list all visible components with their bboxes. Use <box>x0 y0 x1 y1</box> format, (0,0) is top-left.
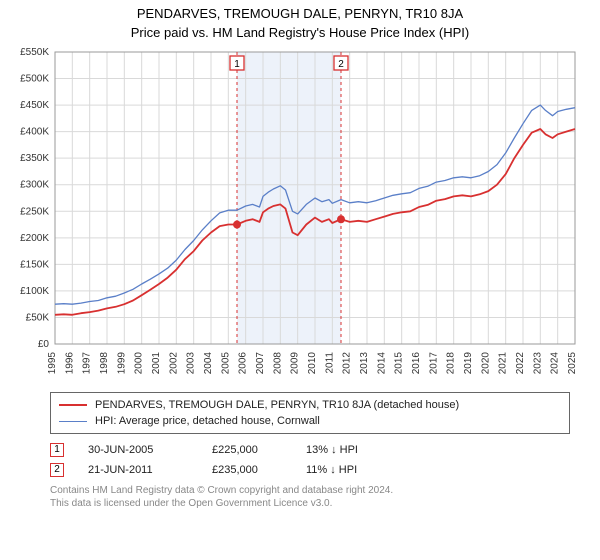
legend-item: PENDARVES, TREMOUGH DALE, PENRYN, TR10 8… <box>59 397 561 413</box>
svg-text:2022: 2022 <box>515 352 526 375</box>
legend-label: HPI: Average price, detached house, Corn… <box>95 415 320 427</box>
svg-text:2005: 2005 <box>220 352 231 375</box>
svg-text:£550K: £550K <box>20 47 49 58</box>
svg-text:2013: 2013 <box>359 352 370 375</box>
svg-text:£350K: £350K <box>20 153 49 164</box>
svg-text:2000: 2000 <box>134 352 145 375</box>
transaction-date: 30-JUN-2005 <box>88 444 188 456</box>
svg-text:£400K: £400K <box>20 127 49 138</box>
legend: PENDARVES, TREMOUGH DALE, PENRYN, TR10 8… <box>50 392 570 434</box>
svg-text:1999: 1999 <box>116 352 127 375</box>
svg-text:1995: 1995 <box>47 352 58 375</box>
svg-text:1997: 1997 <box>82 352 93 375</box>
svg-text:2024: 2024 <box>550 352 561 375</box>
svg-text:£300K: £300K <box>20 180 49 191</box>
svg-text:2009: 2009 <box>290 352 301 375</box>
credits: Contains HM Land Registry data © Crown c… <box>50 484 570 510</box>
transaction-price: £225,000 <box>212 444 282 456</box>
svg-text:1: 1 <box>234 59 240 70</box>
svg-text:£0: £0 <box>38 339 50 350</box>
svg-text:2014: 2014 <box>376 352 387 375</box>
transaction-diff: 11% ↓ HPI <box>306 464 386 476</box>
svg-text:1996: 1996 <box>64 352 75 375</box>
legend-item: HPI: Average price, detached house, Corn… <box>59 413 561 429</box>
svg-text:2017: 2017 <box>428 352 439 375</box>
chart-subtitle: Price paid vs. HM Land Registry's House … <box>0 21 600 46</box>
svg-text:2019: 2019 <box>463 352 474 375</box>
svg-text:2001: 2001 <box>151 352 162 375</box>
svg-text:£200K: £200K <box>20 233 49 244</box>
svg-text:£150K: £150K <box>20 259 49 270</box>
svg-text:2020: 2020 <box>480 352 491 375</box>
chart-svg: £0 £50K £100K £150K £200K £250K £300K £350K £400… <box>5 46 595 386</box>
svg-text:2015: 2015 <box>394 352 405 375</box>
transaction-marker-box: 2 <box>50 463 64 477</box>
legend-label: PENDARVES, TREMOUGH DALE, PENRYN, TR10 8… <box>95 399 459 411</box>
chart-title: PENDARVES, TREMOUGH DALE, PENRYN, TR10 8… <box>0 0 600 21</box>
transaction-price: £235,000 <box>212 464 282 476</box>
svg-text:2012: 2012 <box>342 352 353 375</box>
svg-text:2011: 2011 <box>324 352 335 374</box>
chart-container: PENDARVES, TREMOUGH DALE, PENRYN, TR10 8… <box>0 0 600 510</box>
transaction-row: 1 30-JUN-2005 £225,000 13% ↓ HPI <box>50 440 570 460</box>
transaction-row: 2 21-JUN-2011 £235,000 11% ↓ HPI <box>50 460 570 480</box>
svg-text:£450K: £450K <box>20 100 49 111</box>
legend-swatch <box>59 421 87 422</box>
svg-text:2004: 2004 <box>203 352 214 375</box>
svg-text:2007: 2007 <box>255 352 266 375</box>
svg-text:2021: 2021 <box>498 352 509 375</box>
credits-line-1: Contains HM Land Registry data © Crown c… <box>50 484 570 497</box>
svg-text:2003: 2003 <box>186 352 197 375</box>
transactions-table: 1 30-JUN-2005 £225,000 13% ↓ HPI 2 21-JUN-201… <box>50 440 570 480</box>
svg-text:2023: 2023 <box>532 352 543 375</box>
credits-line-2: This data is licensed under the Open Gov… <box>50 497 570 510</box>
svg-text:2008: 2008 <box>272 352 283 375</box>
svg-text:2: 2 <box>338 59 344 70</box>
svg-text:2025: 2025 <box>567 352 578 375</box>
svg-text:£500K: £500K <box>20 74 49 85</box>
legend-swatch <box>59 404 87 406</box>
transaction-date: 21-JUN-2011 <box>88 464 188 476</box>
transaction-marker-box: 1 <box>50 443 64 457</box>
svg-text:2018: 2018 <box>446 352 457 375</box>
svg-text:2006: 2006 <box>238 352 249 375</box>
svg-text:£250K: £250K <box>20 206 49 217</box>
svg-text:£50K: £50K <box>26 312 50 323</box>
transaction-diff: 13% ↓ HPI <box>306 444 386 456</box>
svg-text:2016: 2016 <box>411 352 422 375</box>
svg-text:2010: 2010 <box>307 352 318 375</box>
chart-plot-area: £0 £50K £100K £150K £200K £250K £300K £350K £400… <box>5 46 595 386</box>
svg-text:£100K: £100K <box>20 286 49 297</box>
svg-text:1998: 1998 <box>99 352 110 375</box>
svg-text:2002: 2002 <box>168 352 179 375</box>
